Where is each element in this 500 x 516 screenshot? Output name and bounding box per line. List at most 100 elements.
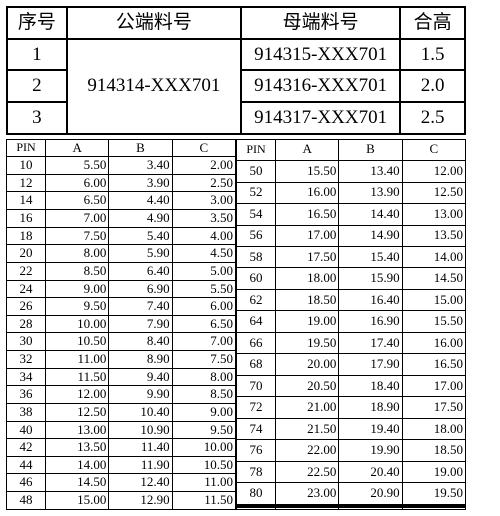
value-cell: 13.40 [339,161,402,182]
value-cell: 13.00 [46,421,109,439]
grid-row: 7622.0019.9018.50 [237,440,466,461]
height-cell: 2.0 [400,70,465,102]
grid-row: 3010.508.407.00 [7,333,236,351]
value-cell: 7.00 [46,210,109,228]
value-cell: 11.00 [172,474,235,492]
value-cell: 14.00 [402,246,465,267]
value-cell: 12.40 [109,474,172,492]
pin-cell: 68 [237,354,276,375]
value-cell: 16.90 [339,311,402,332]
pin-cell: 32 [7,351,46,369]
col-header-b: B [109,139,172,157]
value-cell: 8.90 [109,351,172,369]
grid-row: 7020.5018.4017.00 [237,375,466,396]
value-cell: 5.40 [109,227,172,245]
grid-row: 249.006.905.50 [7,280,236,298]
header-male: 公端料号 [67,7,241,39]
value-cell: 10.40 [109,403,172,421]
grid-row: 6820.0017.9016.50 [237,354,466,375]
pin-cell: 24 [7,280,46,298]
value-cell: 7.50 [172,351,235,369]
value-cell: 18.00 [402,418,465,439]
grid-header-row: PINABC [237,139,466,160]
value-cell: 22.50 [276,461,339,482]
value-cell: 17.40 [339,332,402,353]
female-part-cell: 914316-XXX701 [241,70,400,102]
value-cell: 10.90 [109,421,172,439]
value-cell: 8.00 [46,245,109,263]
pin-cell: 34 [7,368,46,386]
header-seq: 序号 [7,7,67,39]
value-cell: 17.90 [339,354,402,375]
value-cell: 4.90 [109,210,172,228]
value-cell: 9.50 [46,298,109,316]
grid-row [237,508,466,509]
grid-row: 5817.5015.4014.00 [237,246,466,267]
grid-row: 3612.009.908.50 [7,386,236,404]
seq-cell: 3 [7,102,67,134]
grid-row: 4013.0010.909.50 [7,421,236,439]
value-cell: 18.50 [402,440,465,461]
grid-row: 5015.5013.4012.00 [237,161,466,182]
value-cell: 21.50 [276,418,339,439]
pin-cell: 42 [7,439,46,457]
value-cell: 14.00 [46,456,109,474]
value-cell: 16.50 [402,354,465,375]
value-cell: 6.50 [172,315,235,333]
value-cell: 14.50 [46,474,109,492]
grid-row: 2810.007.906.50 [7,315,236,333]
value-cell: 18.00 [276,268,339,289]
value-cell: 6.00 [172,298,235,316]
pin-cell: 12 [7,174,46,192]
value-cell: 5.90 [109,245,172,263]
pin-table-left: PINABC105.503.402.00126.003.902.50146.50… [6,139,236,510]
value-cell: 7.40 [109,298,172,316]
col-header-b: B [339,139,402,160]
pin-cell: 16 [7,210,46,228]
value-cell: 21.00 [276,397,339,418]
pin-cell: 44 [7,456,46,474]
value-cell: 3.40 [109,157,172,175]
pin-cell: 64 [237,311,276,332]
value-cell: 13.50 [402,225,465,246]
grid-row: 8023.0020.9019.50 [237,483,466,504]
value-cell: 14.90 [339,225,402,246]
value-cell: 16.50 [276,204,339,225]
value-cell: 17.00 [276,225,339,246]
value-cell: 16.00 [402,332,465,353]
value-cell: 19.50 [402,483,465,504]
grid-row: 6018.0015.9014.50 [237,268,466,289]
value-cell: 19.00 [402,461,465,482]
value-cell: 9.90 [109,386,172,404]
value-cell: 12.00 [46,386,109,404]
pin-cell: 30 [7,333,46,351]
value-cell: 13.50 [46,439,109,457]
value-cell: 10.00 [172,439,235,457]
seq-cell: 2 [7,70,67,102]
value-cell: 12.90 [109,492,172,510]
grid-row: 126.003.902.50 [7,174,236,192]
grid-header-row: PINABC [7,139,236,157]
value-cell: 18.40 [339,375,402,396]
value-cell: 8.50 [172,386,235,404]
value-cell: 11.00 [46,351,109,369]
col-header-c: C [402,139,465,160]
grid-row: 228.506.405.00 [7,262,236,280]
value-cell: 19.90 [339,440,402,461]
value-cell: 15.50 [402,311,465,332]
col-header-a: A [276,139,339,160]
value-cell: 15.90 [339,268,402,289]
grid-row: 4614.5012.4011.00 [7,474,236,492]
value-cell: 17.50 [276,246,339,267]
grid-row: 269.507.406.00 [7,298,236,316]
grid-row: 5416.5014.4013.00 [237,204,466,225]
pin-cell: 80 [237,483,276,504]
value-cell: 17.00 [402,375,465,396]
grid-row: 4815.0012.9011.50 [7,492,236,510]
grid-row: 6218.5016.4015.00 [237,289,466,310]
value-cell: 3.00 [172,192,235,210]
header-female: 母端料号 [241,7,400,39]
value-cell: 7.00 [172,333,235,351]
value-cell: 20.40 [339,461,402,482]
grid-row: 187.505.404.00 [7,227,236,245]
